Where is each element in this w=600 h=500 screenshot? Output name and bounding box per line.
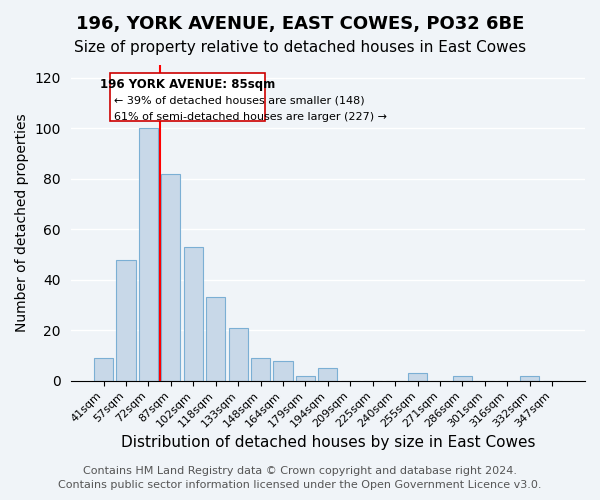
Bar: [318, 368, 337, 381]
Text: Size of property relative to detached houses in East Cowes: Size of property relative to detached ho…: [74, 40, 526, 55]
Text: 61% of semi-detached houses are larger (227) →: 61% of semi-detached houses are larger (…: [113, 112, 386, 122]
Bar: [161, 174, 181, 381]
Y-axis label: Number of detached properties: Number of detached properties: [15, 114, 29, 332]
Bar: [296, 376, 315, 381]
Text: 196 YORK AVENUE: 85sqm: 196 YORK AVENUE: 85sqm: [100, 78, 275, 90]
FancyBboxPatch shape: [110, 72, 265, 120]
Bar: [251, 358, 270, 381]
Bar: [184, 247, 203, 381]
Text: 196, YORK AVENUE, EAST COWES, PO32 6BE: 196, YORK AVENUE, EAST COWES, PO32 6BE: [76, 15, 524, 33]
Bar: [139, 128, 158, 381]
Bar: [453, 376, 472, 381]
Bar: [116, 260, 136, 381]
Bar: [206, 298, 225, 381]
Bar: [408, 374, 427, 381]
Bar: [274, 360, 293, 381]
Bar: [229, 328, 248, 381]
Bar: [94, 358, 113, 381]
Text: ← 39% of detached houses are smaller (148): ← 39% of detached houses are smaller (14…: [113, 96, 364, 106]
Bar: [520, 376, 539, 381]
X-axis label: Distribution of detached houses by size in East Cowes: Distribution of detached houses by size …: [121, 435, 535, 450]
Text: Contains HM Land Registry data © Crown copyright and database right 2024.
Contai: Contains HM Land Registry data © Crown c…: [58, 466, 542, 490]
